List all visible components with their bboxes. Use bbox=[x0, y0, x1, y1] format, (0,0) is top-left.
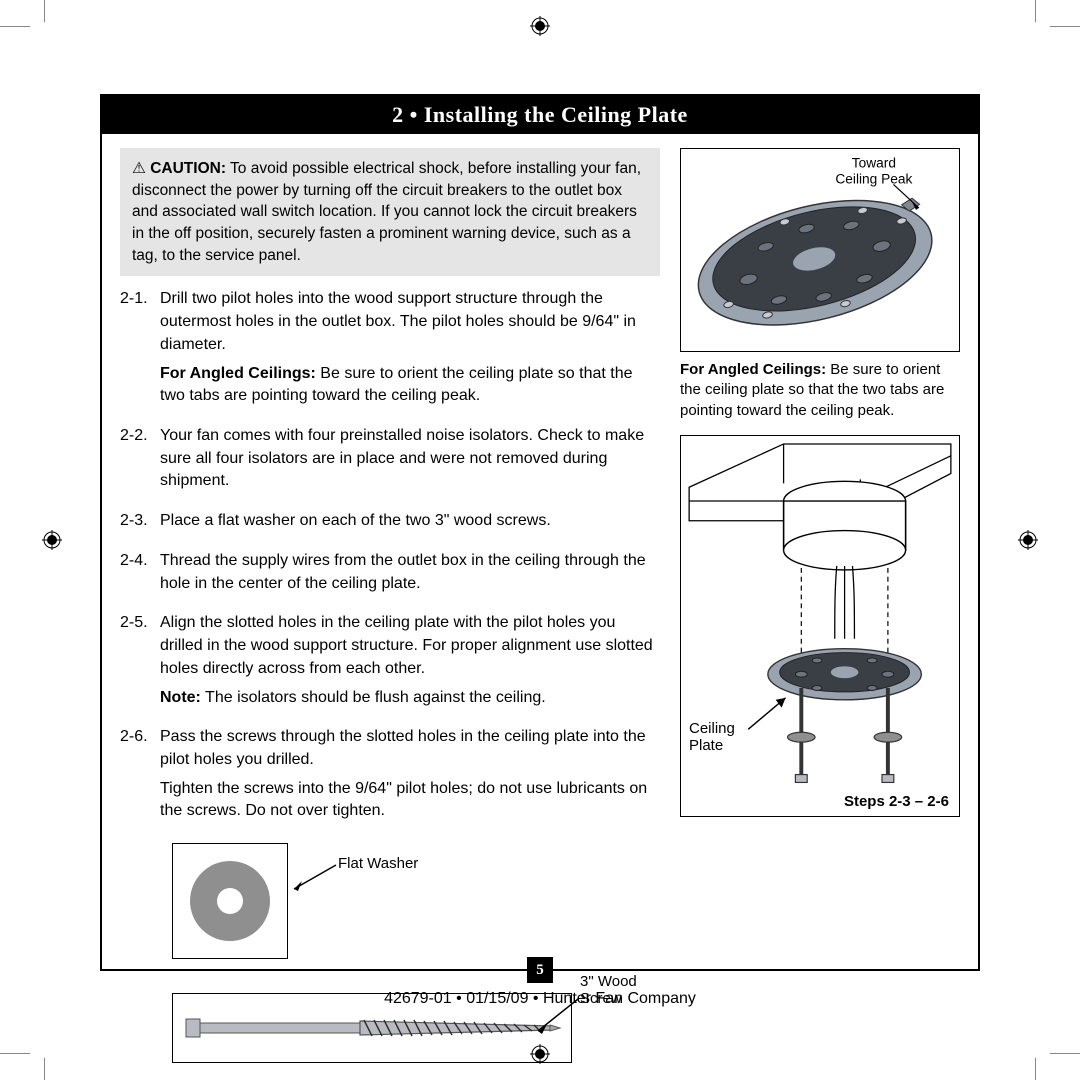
page-number: 5 bbox=[527, 957, 553, 983]
registration-mark-icon bbox=[530, 16, 550, 36]
crop-mark bbox=[1050, 1053, 1080, 1054]
flat-washer-label: Flat Washer bbox=[338, 855, 418, 872]
step-body: Drill two pilot holes into the wood supp… bbox=[160, 288, 660, 414]
section-title: 2 • Installing the Ceiling Plate bbox=[102, 96, 978, 134]
crop-mark bbox=[1035, 0, 1036, 22]
step-list: 2-1.Drill two pilot holes into the wood … bbox=[120, 288, 660, 829]
step-number: 2-1. bbox=[120, 288, 160, 414]
svg-text:Toward: Toward bbox=[852, 156, 896, 171]
step-body: Thread the supply wires from the outlet … bbox=[160, 550, 660, 601]
right-column: Toward Ceiling Peak For Angled Ceilings:… bbox=[680, 148, 960, 1063]
page-frame: 2 • Installing the Ceiling Plate ⚠ CAUTI… bbox=[100, 94, 980, 971]
svg-text:Ceiling Peak: Ceiling Peak bbox=[835, 171, 912, 186]
page-footer: 42679-01 • 01/15/09 • Hunter Fan Company bbox=[0, 990, 1080, 1008]
figure2-steps-label: Steps 2-3 – 2-6 bbox=[844, 793, 949, 810]
step-body: Align the slotted holes in the ceiling p… bbox=[160, 612, 660, 715]
figure2-ceiling-plate-label: CeilingPlate bbox=[689, 720, 735, 754]
left-column: ⚠ CAUTION: To avoid possible electrical … bbox=[120, 148, 680, 1063]
step-number: 2-3. bbox=[120, 510, 160, 539]
step: 2-1.Drill two pilot holes into the wood … bbox=[120, 288, 660, 414]
step: 2-4.Thread the supply wires from the out… bbox=[120, 550, 660, 601]
step-number: 2-4. bbox=[120, 550, 160, 601]
registration-mark-icon bbox=[42, 530, 62, 550]
crop-mark bbox=[44, 1058, 45, 1080]
step-number: 2-6. bbox=[120, 726, 160, 829]
crop-mark bbox=[1050, 26, 1080, 27]
warning-icon: ⚠ bbox=[132, 160, 146, 177]
crop-mark bbox=[1035, 1058, 1036, 1080]
step: 2-6.Pass the screws through the slotted … bbox=[120, 726, 660, 829]
step-body: Your fan comes with four preinstalled no… bbox=[160, 425, 660, 499]
step: 2-5.Align the slotted holes in the ceili… bbox=[120, 612, 660, 715]
figure-ceiling-plate-angled: Toward Ceiling Peak bbox=[680, 148, 960, 352]
crop-mark bbox=[0, 26, 30, 27]
crop-mark bbox=[0, 1053, 30, 1054]
caution-box: ⚠ CAUTION: To avoid possible electrical … bbox=[120, 148, 660, 276]
step-number: 2-2. bbox=[120, 425, 160, 499]
step-body: Place a flat washer on each of the two 3… bbox=[160, 510, 660, 539]
crop-mark bbox=[44, 0, 45, 22]
step: 2-2.Your fan comes with four preinstalle… bbox=[120, 425, 660, 499]
figure1-caption: For Angled Ceilings: Be sure to orient t… bbox=[680, 360, 960, 421]
step-number: 2-5. bbox=[120, 612, 160, 715]
hardware-figures: Flat Washer bbox=[172, 843, 660, 1063]
figure-install-steps: CeilingPlate Steps 2-3 – 2-6 bbox=[680, 435, 960, 817]
step-body: Pass the screws through the slotted hole… bbox=[160, 726, 660, 829]
caution-label: CAUTION: bbox=[150, 160, 226, 177]
flat-washer-figure bbox=[172, 843, 288, 959]
step: 2-3.Place a flat washer on each of the t… bbox=[120, 510, 660, 539]
registration-mark-icon bbox=[1018, 530, 1038, 550]
